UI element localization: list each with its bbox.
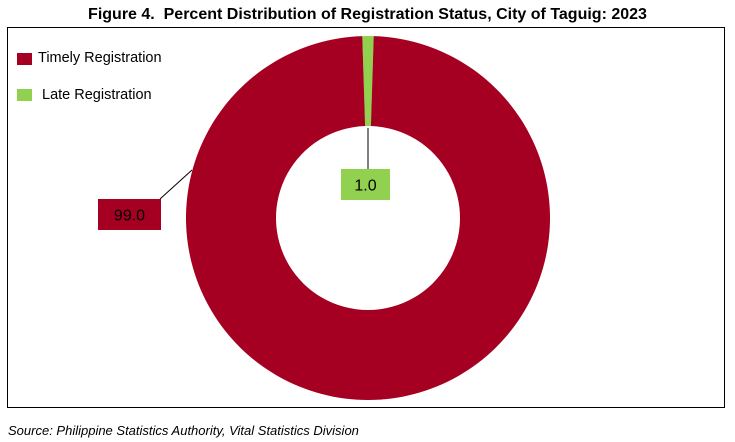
legend-swatch-timely — [17, 53, 32, 65]
data-label-box-timely — [98, 199, 161, 230]
slice-late — [362, 36, 374, 127]
legend-swatch-late — [17, 89, 32, 101]
chart-area-frame — [7, 27, 725, 408]
leader-line-timely — [159, 169, 193, 200]
data-label-late: 1.0 — [354, 178, 376, 195]
legend-label-timely: Timely Registration — [38, 50, 162, 66]
data-label-box-late — [341, 169, 390, 200]
slice-timely — [186, 36, 550, 400]
data-labels-group: 99.0 1.0 — [98, 169, 390, 230]
legend-label-late: Late Registration — [42, 87, 152, 103]
data-label-timely: 99.0 — [114, 208, 145, 225]
leader-lines-group — [159, 128, 369, 200]
source-note: Source: Philippine Statistics Authority,… — [8, 423, 359, 438]
chart-title: Figure 4. Percent Distribution of Regist… — [88, 6, 647, 23]
slices-group — [186, 36, 550, 400]
